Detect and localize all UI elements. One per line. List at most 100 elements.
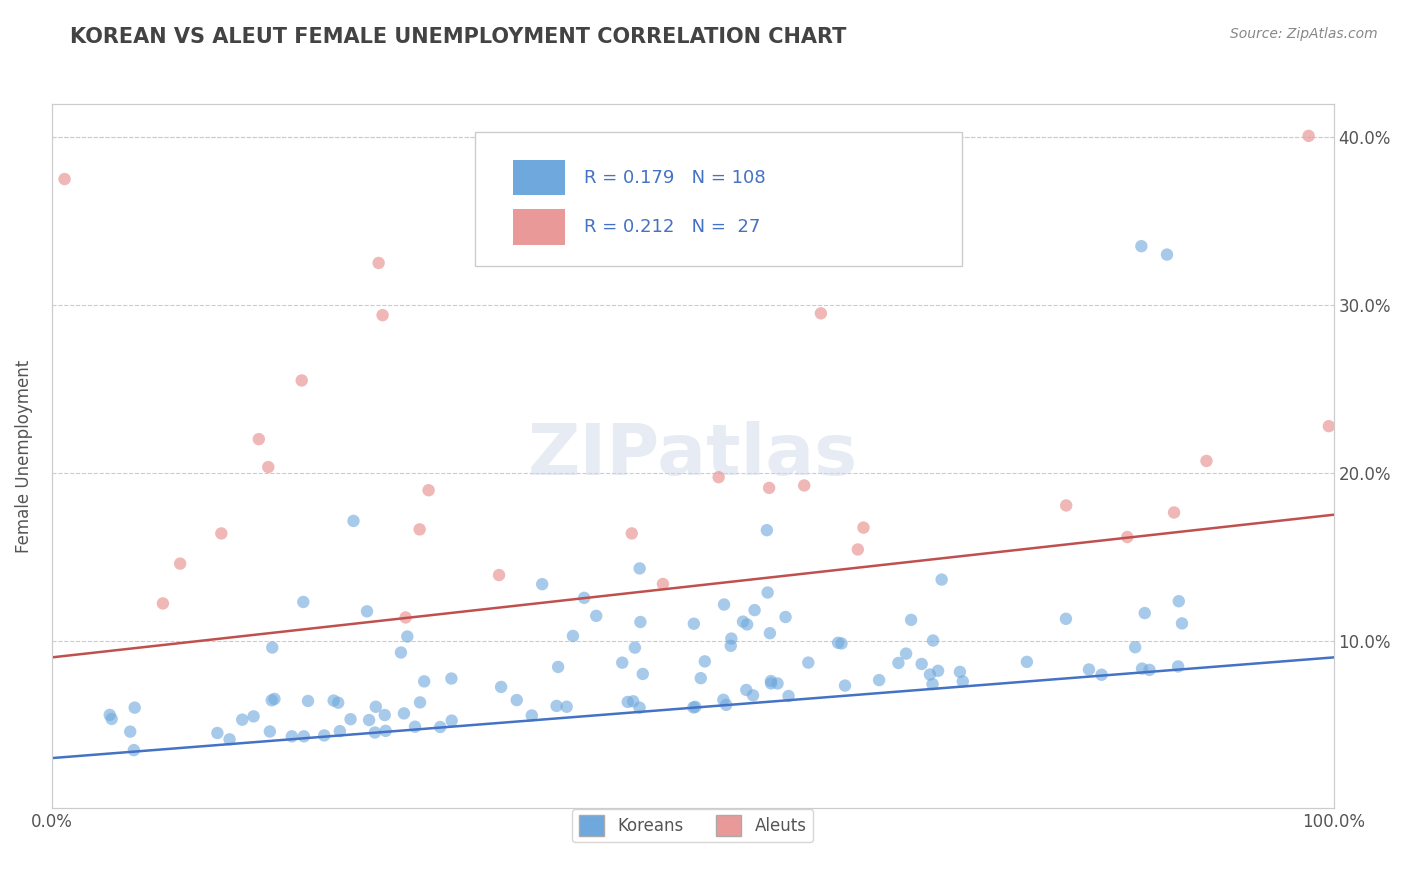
Point (1133, 606, 1156, 620)
Point (1130, 662, 1153, 676)
Point (247, 432, 270, 446)
Point (1156, 247, 1178, 261)
Point (409, 695, 432, 709)
Text: R = 0.212   N =  27: R = 0.212 N = 27 (583, 218, 761, 235)
Point (392, 706, 415, 721)
Point (793, 478, 815, 492)
Point (616, 695, 638, 709)
Legend: Koreans, Aleuts: Koreans, Aleuts (572, 809, 814, 842)
Y-axis label: Female Unemployment: Female Unemployment (15, 359, 32, 553)
Point (827, 636, 849, 650)
Point (359, 713, 381, 727)
Point (612, 656, 634, 670)
Point (418, 483, 440, 498)
Point (207, 726, 229, 740)
Point (1167, 659, 1189, 673)
Point (1054, 499, 1077, 513)
Point (755, 523, 778, 537)
Point (231, 713, 253, 727)
Point (364, 699, 387, 714)
Point (152, 596, 174, 610)
Point (257, 460, 280, 475)
Point (758, 481, 780, 495)
Point (1123, 640, 1146, 655)
Point (339, 712, 361, 726)
Point (683, 616, 706, 631)
Point (585, 608, 607, 623)
Point (894, 647, 917, 661)
Point (440, 714, 463, 728)
Point (949, 665, 972, 679)
Point (759, 626, 782, 640)
Point (169, 557, 191, 571)
Point (918, 667, 941, 681)
Point (834, 679, 856, 693)
Point (1298, 128, 1320, 143)
Point (488, 568, 510, 582)
Point (292, 595, 315, 609)
Point (846, 542, 869, 557)
Point (952, 674, 974, 689)
Point (1195, 454, 1218, 468)
Point (1015, 655, 1038, 669)
Point (775, 610, 797, 624)
Point (628, 700, 651, 714)
Point (720, 639, 742, 653)
Point (1163, 506, 1185, 520)
Point (371, 308, 394, 322)
Point (367, 256, 389, 270)
Point (693, 654, 716, 668)
Point (1090, 667, 1112, 681)
Point (1171, 616, 1194, 631)
Point (744, 603, 766, 617)
Text: KOREAN VS ALEUT FEMALE UNEMPLOYMENT CORRELATION CHART: KOREAN VS ALEUT FEMALE UNEMPLOYMENT CORR… (70, 27, 846, 46)
Point (396, 630, 419, 644)
Point (900, 613, 922, 627)
Point (689, 671, 711, 685)
Point (297, 694, 319, 708)
Point (555, 699, 578, 714)
Point (713, 598, 735, 612)
Point (281, 729, 304, 743)
Point (831, 636, 853, 650)
Point (209, 526, 232, 541)
Point (852, 520, 875, 534)
Point (778, 689, 800, 703)
Text: R = 0.179   N = 108: R = 0.179 N = 108 (583, 169, 765, 186)
Point (356, 604, 378, 618)
FancyBboxPatch shape (513, 160, 564, 195)
Point (707, 470, 730, 484)
Point (374, 723, 396, 738)
Point (329, 724, 352, 739)
Point (685, 699, 707, 714)
Point (489, 680, 512, 694)
Point (887, 656, 910, 670)
Point (314, 728, 336, 742)
Point (927, 664, 949, 678)
Text: Source: ZipAtlas.com: Source: ZipAtlas.com (1230, 27, 1378, 41)
Point (1054, 612, 1077, 626)
Point (921, 677, 943, 691)
Point (364, 725, 387, 739)
Point (98, 707, 121, 722)
Point (520, 708, 543, 723)
Point (440, 672, 463, 686)
Point (682, 700, 704, 714)
Point (624, 640, 647, 655)
Point (562, 629, 585, 643)
Point (735, 682, 758, 697)
Point (759, 676, 782, 690)
Point (1130, 239, 1153, 253)
Point (1167, 594, 1189, 608)
Point (263, 692, 285, 706)
Point (572, 591, 595, 605)
Point (620, 526, 643, 541)
Point (631, 667, 654, 681)
Point (374, 708, 396, 723)
Point (756, 585, 779, 599)
Point (342, 514, 364, 528)
Point (262, 640, 284, 655)
Point (1139, 663, 1161, 677)
Point (628, 561, 651, 575)
FancyBboxPatch shape (475, 132, 962, 266)
